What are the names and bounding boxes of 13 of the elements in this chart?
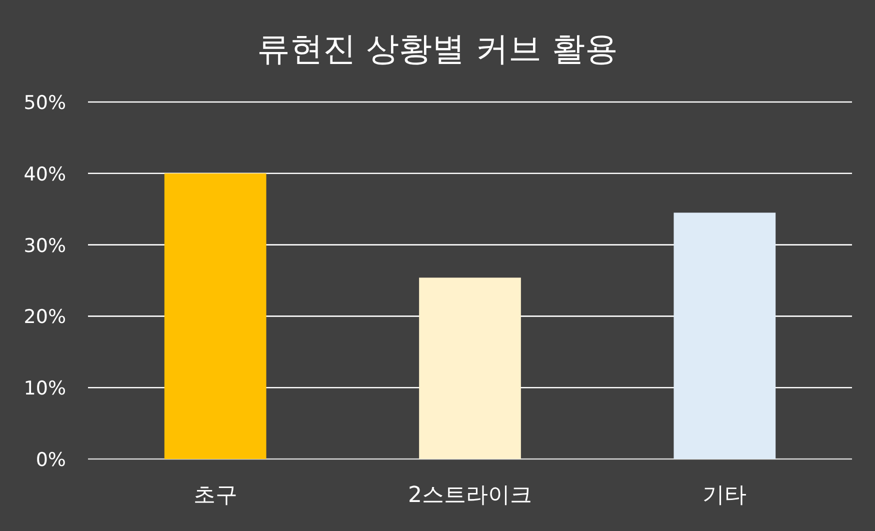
chart-title: 류현진 상황별 커브 활용	[256, 29, 618, 68]
y-tick-label: 30%	[24, 234, 66, 257]
y-tick-label: 0%	[36, 449, 66, 471]
x-tick-label: 초구	[193, 483, 238, 508]
x-tick-label: 2스트라이크	[408, 483, 532, 508]
y-tick-label: 10%	[24, 378, 66, 400]
bar	[674, 212, 776, 459]
x-tick-label: 기타	[702, 483, 747, 508]
y-tick-label: 20%	[24, 306, 66, 328]
bar	[419, 278, 521, 459]
y-tick-label: 50%	[24, 92, 66, 114]
y-tick-label: 40%	[24, 163, 66, 186]
bar	[164, 173, 266, 459]
